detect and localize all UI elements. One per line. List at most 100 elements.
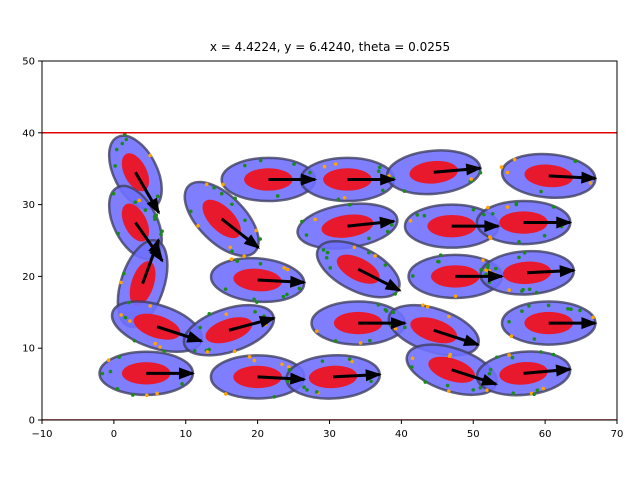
y-tick-label: 50 [22, 57, 35, 68]
sensor-point [367, 236, 371, 241]
heading-arrow-head [480, 374, 499, 386]
sensor-point [373, 254, 377, 258]
sensor-point [532, 392, 536, 397]
sensor-point [445, 383, 450, 388]
sensor-point [551, 352, 556, 357]
sensor-point [128, 319, 132, 323]
sensor-point [342, 195, 347, 200]
sensor-point [221, 182, 225, 187]
sensor-point [224, 312, 229, 316]
sensor-point [188, 209, 193, 214]
sensor-point [148, 304, 153, 308]
sensor-point [131, 393, 135, 397]
sensor-point [322, 164, 327, 169]
heading-arrow-head [559, 265, 576, 278]
sensor-point [493, 266, 498, 271]
sensor-point [192, 348, 197, 353]
heading-arrow-head [581, 317, 598, 330]
sensor-point [285, 267, 290, 272]
sensor-point [485, 388, 489, 393]
sensor-point [377, 165, 382, 170]
y-tick-label: 30 [22, 200, 35, 211]
sensor-point [410, 356, 415, 361]
sensor-point [133, 200, 138, 204]
sensor-point [376, 169, 381, 174]
sensor-point [336, 197, 341, 202]
sensor-point [254, 228, 259, 233]
sensor-point [155, 194, 160, 199]
heading-arrow-head [365, 369, 382, 382]
sensor-point [158, 345, 162, 349]
sensor-point [212, 185, 216, 190]
sensor-point [258, 237, 262, 241]
sensor-point [159, 232, 163, 237]
sensor-point [132, 338, 137, 343]
sensor-point [347, 357, 352, 361]
sensor-point [402, 189, 407, 193]
sensor-point [520, 309, 524, 314]
sensor-point [514, 201, 519, 205]
chart-title: x = 4.4224, y = 6.4240, theta = 0.0255 [210, 40, 450, 54]
x-tick-label: 50 [467, 429, 480, 440]
sensor-point [242, 254, 246, 258]
sensor-point [119, 280, 123, 285]
heading-arrow-head [243, 234, 261, 249]
sensor-point [287, 365, 291, 369]
sensor-point [117, 355, 121, 359]
sensor-point [321, 248, 326, 252]
sensor-point [223, 287, 228, 291]
sensor-point [143, 208, 148, 212]
sensor-point [162, 349, 167, 354]
sensor-point [243, 218, 247, 223]
sensor-point [144, 393, 149, 398]
sensor-point [153, 341, 158, 346]
x-tick-label: 60 [539, 429, 552, 440]
heading-arrow-head [258, 315, 276, 328]
sensor-point [542, 233, 547, 238]
sensor-point [438, 253, 443, 257]
sensor-point [196, 223, 200, 228]
sensor-point [453, 294, 458, 299]
x-tick-label: −10 [31, 429, 52, 440]
sensor-point [479, 268, 484, 272]
sensor-point [510, 355, 515, 360]
sensor-point [358, 341, 363, 345]
sensor-point [198, 325, 202, 330]
sensor-point [469, 177, 473, 181]
sensor-point [486, 205, 490, 210]
sensor-point [512, 157, 517, 162]
heading-arrow-head [146, 197, 160, 215]
sensor-point [368, 338, 372, 343]
sensor-point [385, 229, 390, 234]
heading-arrow-head [488, 270, 504, 283]
sensor-point [539, 350, 543, 354]
y-tick-label: 0 [29, 416, 35, 427]
heading-arrow-head [462, 334, 481, 347]
sensor-point [333, 339, 338, 343]
sensor-point [285, 379, 290, 384]
sensor-point [499, 165, 504, 169]
sensor-point [486, 263, 490, 267]
sensor-point [509, 334, 514, 338]
sensor-point [180, 382, 184, 386]
sensor-point [314, 390, 319, 394]
sensor-point [507, 288, 511, 292]
sensor-point [243, 163, 247, 168]
sensor-point [505, 205, 510, 209]
sensor-point [235, 259, 240, 263]
sensor-point [578, 308, 582, 313]
sensor-point [507, 353, 511, 357]
sensor-point [124, 137, 129, 142]
x-tick-label: 40 [395, 429, 408, 440]
sensor-point [152, 214, 157, 219]
sensor-point [308, 170, 312, 175]
sensor-point [478, 385, 483, 390]
sensor-point [410, 274, 415, 278]
sensor-point [517, 255, 521, 260]
sensor-point [535, 388, 540, 392]
ticks-layer: −10 0 10 20 30 40 50 60 70 0 10 20 30 40 50 [22, 57, 623, 441]
sensor-point [369, 379, 373, 384]
sensor-point [160, 229, 164, 234]
sensor-point [511, 391, 516, 395]
